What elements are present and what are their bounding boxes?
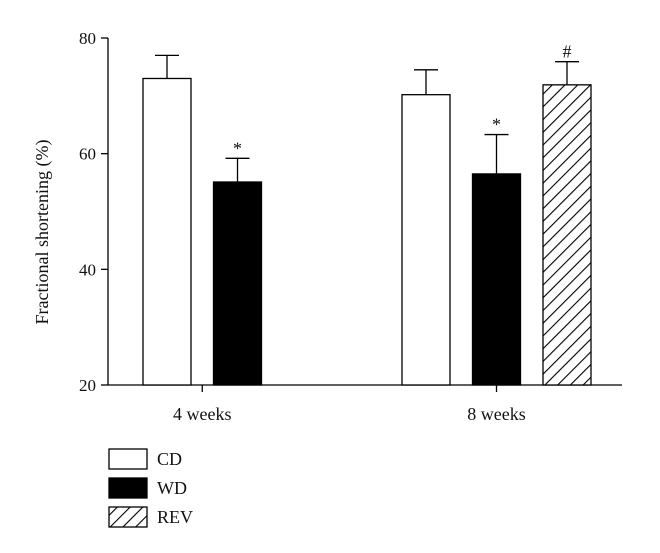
legend-swatch-wd xyxy=(108,477,148,499)
y-tick-label: 60 xyxy=(79,145,96,164)
x-group-label: 4 weeks xyxy=(173,404,231,424)
bar-rev-2 xyxy=(542,84,592,386)
bar-cd-2 xyxy=(401,94,451,386)
y-axis-label: Fractional shortening (%) xyxy=(32,140,53,325)
legend: CD WD REV xyxy=(108,448,193,528)
bar-cd-1 xyxy=(142,77,192,386)
bar-wd-1 xyxy=(212,181,263,386)
significance-annotations: * * # xyxy=(233,42,572,159)
legend-swatch-rev xyxy=(108,506,148,528)
legend-label-wd: WD xyxy=(157,478,187,498)
y-tick-label: 20 xyxy=(79,376,96,395)
error-bars xyxy=(155,54,579,183)
x-group-label: 8 weeks xyxy=(467,404,525,424)
legend-swatch-cd xyxy=(108,448,148,470)
legend-label-rev: REV xyxy=(157,507,193,527)
significance-marker: # xyxy=(563,42,572,62)
legend-label-cd: CD xyxy=(157,449,182,469)
bars xyxy=(142,77,592,386)
y-tick-label: 40 xyxy=(79,260,96,279)
x-axis: 4 weeks 8 weeks xyxy=(108,384,622,424)
significance-marker: * xyxy=(233,138,242,158)
significance-marker: * xyxy=(492,115,501,135)
y-axis: 20 40 60 80 xyxy=(79,29,109,395)
bar-wd-2 xyxy=(471,173,522,386)
y-tick-label: 80 xyxy=(79,29,96,48)
